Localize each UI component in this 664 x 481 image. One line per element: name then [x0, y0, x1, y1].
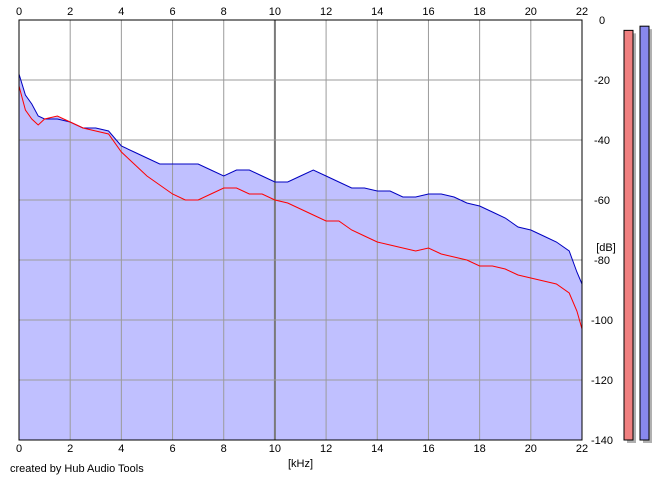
x-tick-label-top: 2	[67, 6, 73, 18]
x-tick-label-bottom: 14	[371, 443, 383, 455]
y-tick-label: -120	[591, 375, 613, 387]
x-tick-label-top: 4	[118, 6, 124, 18]
x-tick-label-top: 16	[422, 6, 434, 18]
x-axis-label: [kHz]	[288, 458, 313, 470]
x-tick-label-top: 14	[371, 6, 383, 18]
x-tick-label-top: 18	[474, 6, 486, 18]
x-tick-label-bottom: 22	[576, 443, 588, 455]
x-tick-label-bottom: 20	[525, 443, 537, 455]
y-tick-label: 0	[599, 15, 605, 27]
x-tick-label-bottom: 10	[269, 443, 281, 455]
x-tick-label-bottom: 6	[169, 443, 175, 455]
x-tick-label-top: 6	[169, 6, 175, 18]
x-tick-label-bottom: 18	[474, 443, 486, 455]
y-tick-label: -100	[591, 315, 613, 327]
x-tick-label-bottom: 2	[67, 443, 73, 455]
y-tick-label: -60	[594, 195, 610, 207]
y-tick-label: -40	[594, 135, 610, 147]
y-axis-label: [dB]	[596, 242, 616, 254]
x-tick-label-bottom: 8	[221, 443, 227, 455]
x-tick-label-top: 12	[320, 6, 332, 18]
x-tick-label-bottom: 4	[118, 443, 124, 455]
x-tick-label-bottom: 16	[422, 443, 434, 455]
y-tick-label: -140	[591, 435, 613, 447]
left-level-meter	[623, 29, 634, 441]
x-tick-label-top: 22	[576, 6, 588, 18]
left-channel-line	[18, 85, 583, 330]
x-tick-label-top: 8	[221, 6, 227, 18]
x-tick-label-bottom: 0	[16, 443, 22, 455]
x-tick-label-top: 0	[16, 6, 22, 18]
y-tick-label: -80	[594, 255, 610, 267]
spectrum-fill	[19, 74, 582, 440]
right-channel-line	[18, 73, 583, 285]
y-tick-label: -20	[594, 75, 610, 87]
x-tick-label-top: 20	[525, 6, 537, 18]
x-tick-label-top: 10	[269, 6, 281, 18]
right-level-meter	[639, 25, 650, 441]
plot-frame	[18, 19, 583, 441]
credit-text: created by Hub Audio Tools	[10, 463, 144, 475]
x-tick-label-bottom: 12	[320, 443, 332, 455]
